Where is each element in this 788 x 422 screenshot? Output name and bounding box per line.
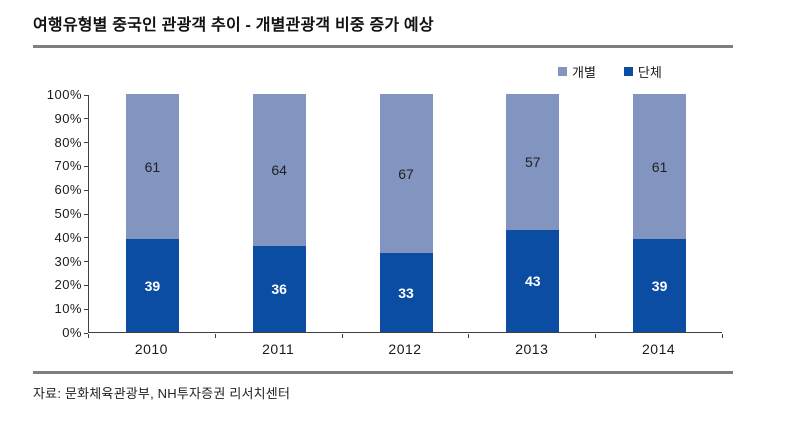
legend-label: 개별 [572,65,596,80]
legend-item-group: 단체 [623,62,662,81]
x-axis-category-label: 2011 [262,341,295,357]
x-axis-tick-mark [341,334,343,338]
bar-value-label: 39 [651,277,668,294]
bar-segment-individual: 57 [506,94,560,230]
x-axis-category-label: 2013 [515,341,549,357]
y-axis-tick-label: 40% [54,229,82,245]
legend-swatch-icon [623,67,633,76]
y-axis-tick-mark [84,308,88,310]
bar-value-label: 39 [144,277,161,294]
y-axis-tick-label: 80% [54,134,82,150]
bar-value-label: 64 [271,162,287,179]
source-note: 자료: 문화체육관광부, NH투자증권 리서치센터 [33,386,291,401]
y-axis-tick-mark [84,118,88,120]
y-axis-tick-mark [84,189,88,191]
y-axis-tick-label: 50% [54,206,82,221]
bar-segment-group: 39 [125,239,179,332]
x-axis-tick-mark [595,334,597,338]
bar-value-label: 61 [144,158,161,175]
bar-segment-individual: 61 [125,94,179,240]
bar-segment-individual: 67 [379,94,433,254]
x-axis-tick-mark [88,334,89,338]
x-axis-tick-mark [468,334,470,338]
y-axis-tick-mark [84,94,88,96]
y-axis-tick-mark [84,165,88,167]
legend-label: 단체 [637,65,662,80]
y-axis-tick-label: 90% [54,110,82,126]
y-axis-tick-label: 70% [54,158,82,174]
y-axis-tick-label: 30% [54,253,82,269]
bar-value-label: 57 [525,153,541,170]
y-axis-tick-label: 10% [54,301,82,317]
y-axis-tick-label: 100% [46,87,82,102]
x-axis-category-label: 2012 [388,341,422,357]
y-axis-tick-mark [84,237,88,239]
chart-title: 여행유형별 중국인 관광객 추이 - 개별관광객 비중 증가 예상 [33,17,434,34]
bar-value-label: 33 [398,284,414,301]
plot-area: 39 61 36 64 33 67 43 57 39 61 [88,94,722,333]
title-divider-line [33,45,733,48]
bar-value-label: 61 [651,158,668,175]
bar-segment-individual: 64 [252,94,306,247]
bar-value-label: 43 [525,272,541,289]
y-axis-tick-label: 60% [54,182,82,198]
y-axis-tick-mark [84,213,88,215]
bar-segment-group: 36 [252,246,306,332]
bar-segment-group: 33 [379,253,433,332]
x-axis-category-label: 2014 [642,341,676,357]
x-axis-tick-mark [722,334,723,338]
bar-segment-group: 43 [506,229,560,332]
bar-value-label: 36 [271,281,287,298]
bar-value-label: 67 [398,165,414,182]
y-axis-tick-mark [84,261,88,263]
y-axis-tick-label: 0% [62,325,82,340]
legend-item-individual: 개별 [558,62,596,81]
footer-divider-line [33,371,733,374]
y-axis-tick-mark [84,332,88,334]
chart-legend: 개별 단체 [558,62,662,81]
bar-segment-group: 39 [633,239,687,332]
bar-segment-individual: 61 [633,94,687,240]
x-axis-tick-mark [214,334,216,338]
y-axis-tick-mark [84,142,88,144]
y-axis-tick-mark [84,284,88,286]
y-axis-tick-label: 20% [54,277,82,293]
legend-swatch-icon [558,67,567,76]
x-axis-category-label: 2010 [134,341,168,357]
